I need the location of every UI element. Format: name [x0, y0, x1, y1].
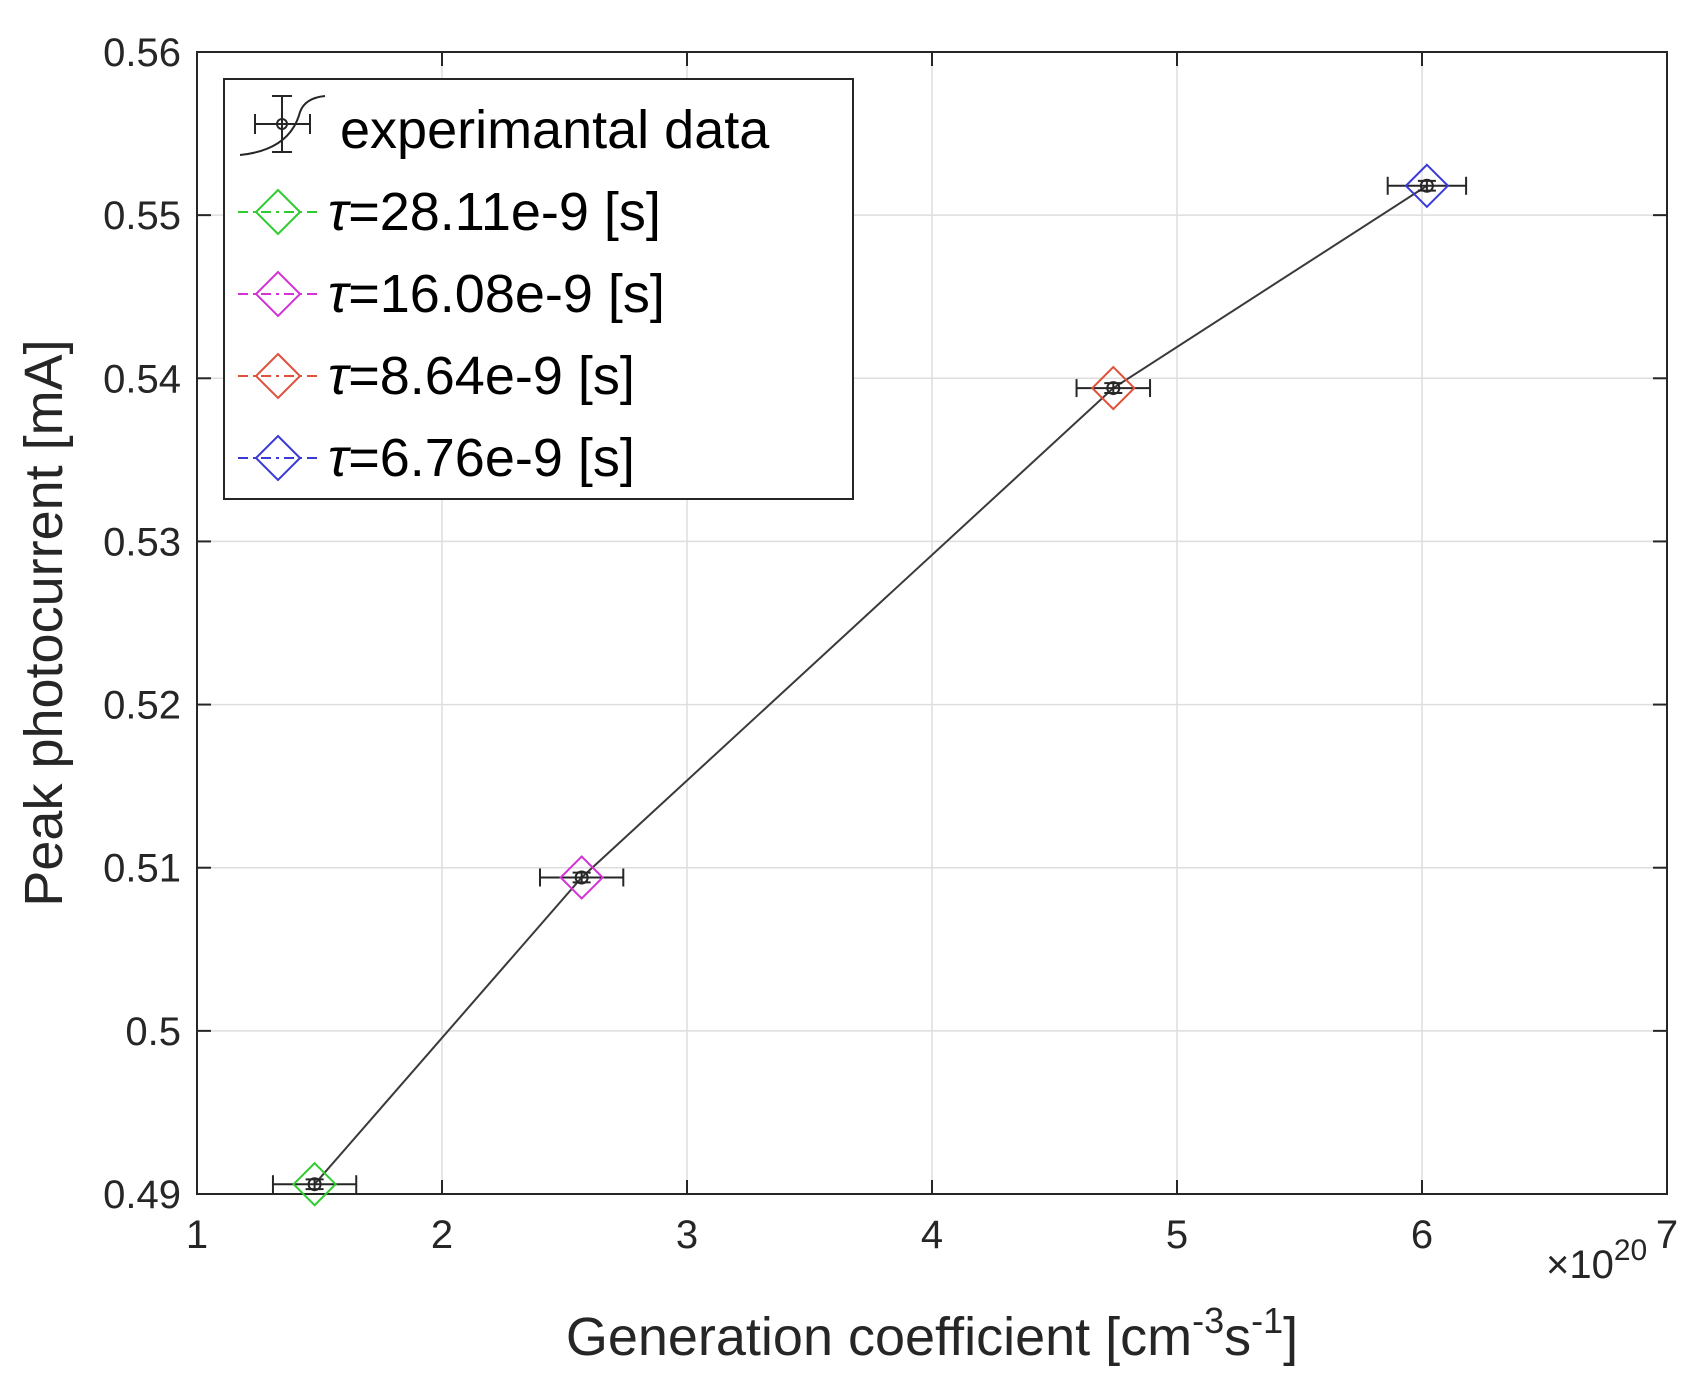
axes: 1 2 3 4 5 6 7 0.49 0.5 0.51 0.52 0.53 0.54 0.55 0.56 [103, 31, 1678, 1257]
y-tick-label: 0.56 [103, 31, 181, 75]
legend-tau-16-value: =16.08e-9 [s] [348, 264, 665, 324]
x-tick-label: 5 [1166, 1213, 1188, 1257]
series-experimental-line [313, 184, 1428, 1185]
y-tick-label: 0.55 [103, 194, 181, 238]
legend-tau-28-symbol: τ [328, 182, 351, 242]
x-tick-label: 4 [921, 1213, 943, 1257]
experimental-data-point [307, 1177, 322, 1192]
x-axis-label-mid: s [1224, 1307, 1251, 1367]
x-exponent-label: ×1020 [1546, 1234, 1647, 1287]
tau-diamond-marker [1404, 163, 1450, 209]
x-tick-label: 6 [1411, 1213, 1433, 1257]
x-tick-label: 3 [676, 1213, 698, 1257]
x-axis-label-end: ] [1283, 1307, 1298, 1367]
data-series [271, 163, 1468, 1207]
grid-lines [197, 52, 1667, 1194]
legend-box [223, 78, 854, 500]
legend-label-tau-28: τ=28.11e-9 [s] [328, 182, 661, 242]
legend-exp-curve [239, 95, 326, 156]
legend-tau-6-value: =6.76e-9 [s] [348, 428, 635, 488]
legend-label-tau-8: τ=8.64e-9 [s] [328, 346, 635, 406]
y-tick-label: 0.54 [103, 357, 181, 401]
y-tick-label: 0.49 [103, 1173, 181, 1217]
tau-diamond-marker [1090, 365, 1136, 411]
legend-tau-8-symbol: τ [328, 346, 351, 406]
legend: experimantal data τ=28.11e-9 [s] τ=16.08… [223, 78, 854, 500]
y-tick-label: 0.53 [103, 520, 181, 564]
x-axis-label: Generation coefficient [cm-3s-1] [566, 1300, 1298, 1367]
tau-diamond-marker [559, 855, 605, 900]
legend-exp-point [276, 118, 288, 130]
x-axis-label-sup2: -1 [1251, 1300, 1283, 1341]
experimental-data-point [1106, 381, 1121, 396]
tau-diamond-marker [292, 1161, 338, 1207]
x-tick-label: 1 [186, 1213, 208, 1257]
x-exponent-power: 20 [1614, 1234, 1647, 1267]
legend-tau-28-value: =28.11e-9 [s] [348, 182, 661, 242]
legend-tau-6-symbol: τ [328, 428, 351, 488]
legend-tau-diamond [254, 434, 302, 482]
legend-label-tau-16: τ=16.08e-9 [s] [328, 264, 665, 324]
legend-tau-diamond [254, 270, 302, 318]
legend-tau-8-value: =8.64e-9 [s] [348, 346, 635, 406]
legend-label-tau-6: τ=6.76e-9 [s] [328, 428, 635, 488]
y-tick-label: 0.51 [103, 847, 181, 891]
legend-tau-16-symbol: τ [328, 264, 351, 324]
y-tick-label: 0.52 [103, 684, 181, 728]
y-tick-label: 0.5 [125, 1010, 181, 1054]
x-tick-label: 2 [431, 1213, 453, 1257]
x-axis-label-main: Generation coefficient [cm [566, 1307, 1192, 1367]
legend-symbols [238, 95, 326, 482]
x-axis-label-sup1: -3 [1192, 1300, 1224, 1341]
x-exponent-base: ×10 [1546, 1243, 1614, 1287]
x-tick-label: 7 [1656, 1213, 1678, 1257]
y-axis-label: Peak photocurrent [mA] [14, 339, 74, 906]
experimental-data-point [574, 870, 589, 885]
legend-tau-diamond [254, 188, 302, 236]
legend-tau-diamond [254, 352, 302, 400]
experimental-data-point [1419, 178, 1434, 193]
legend-label-experimental: experimantal data [340, 100, 770, 160]
